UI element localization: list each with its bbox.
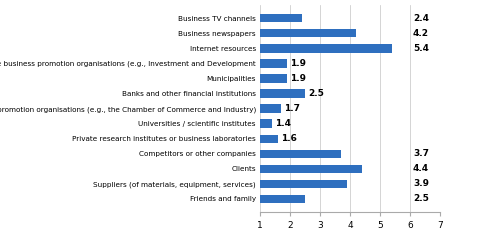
Bar bbox=[260, 135, 278, 143]
Text: 4.2: 4.2 bbox=[413, 29, 429, 38]
Text: 1.7: 1.7 bbox=[284, 104, 300, 113]
Bar bbox=[260, 164, 362, 173]
Text: 2.5: 2.5 bbox=[308, 89, 324, 98]
Bar bbox=[260, 59, 287, 67]
Bar bbox=[260, 14, 302, 22]
Bar bbox=[260, 29, 356, 38]
Text: 5.4: 5.4 bbox=[413, 44, 429, 53]
Text: 3.9: 3.9 bbox=[413, 179, 429, 188]
Bar bbox=[260, 74, 287, 83]
Bar bbox=[260, 195, 305, 203]
Bar bbox=[260, 119, 272, 128]
Text: 4.4: 4.4 bbox=[413, 164, 429, 173]
Text: 2.5: 2.5 bbox=[413, 194, 429, 203]
Text: 1.9: 1.9 bbox=[290, 74, 306, 83]
Text: 1.9: 1.9 bbox=[290, 59, 306, 68]
Bar bbox=[260, 44, 392, 53]
Text: 3.7: 3.7 bbox=[413, 149, 429, 158]
Bar bbox=[260, 104, 281, 113]
Text: 1.6: 1.6 bbox=[281, 134, 297, 143]
Text: 2.4: 2.4 bbox=[413, 14, 429, 23]
Text: 1.4: 1.4 bbox=[275, 119, 291, 128]
Bar bbox=[260, 150, 341, 158]
Bar bbox=[260, 180, 347, 188]
Bar bbox=[260, 89, 305, 98]
